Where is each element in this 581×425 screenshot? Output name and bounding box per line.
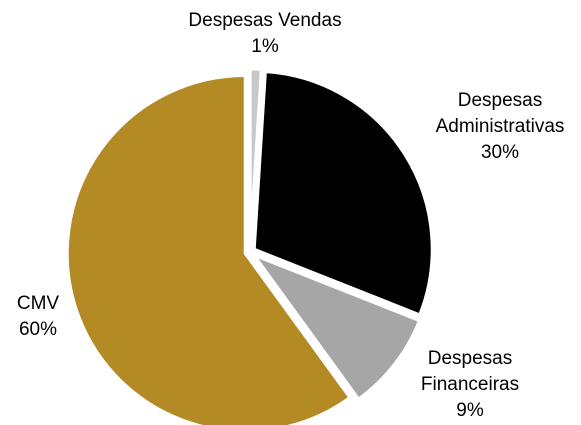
slice-label: CMV 60%	[8, 291, 68, 343]
pie-slice	[65, 74, 352, 425]
pie-slice	[249, 251, 422, 402]
category-label: Despesas Vendas	[188, 10, 342, 31]
value-label: 9%	[456, 400, 484, 421]
slice-label: Despesas Financeiras 9%	[405, 346, 535, 424]
category-label: CMV	[16, 293, 60, 314]
pie-slice	[252, 70, 434, 317]
slice-label: Despesas Vendas 1%	[165, 8, 365, 60]
category-label: Despesas Administrativas	[435, 90, 565, 137]
value-label: 60%	[18, 319, 58, 340]
category-label: Despesas Financeiras	[420, 348, 520, 395]
pie-slice	[248, 67, 263, 248]
value-label: 30%	[480, 142, 520, 163]
value-label: 1%	[251, 36, 279, 57]
slice-label: Despesas Administrativas 30%	[420, 88, 580, 166]
